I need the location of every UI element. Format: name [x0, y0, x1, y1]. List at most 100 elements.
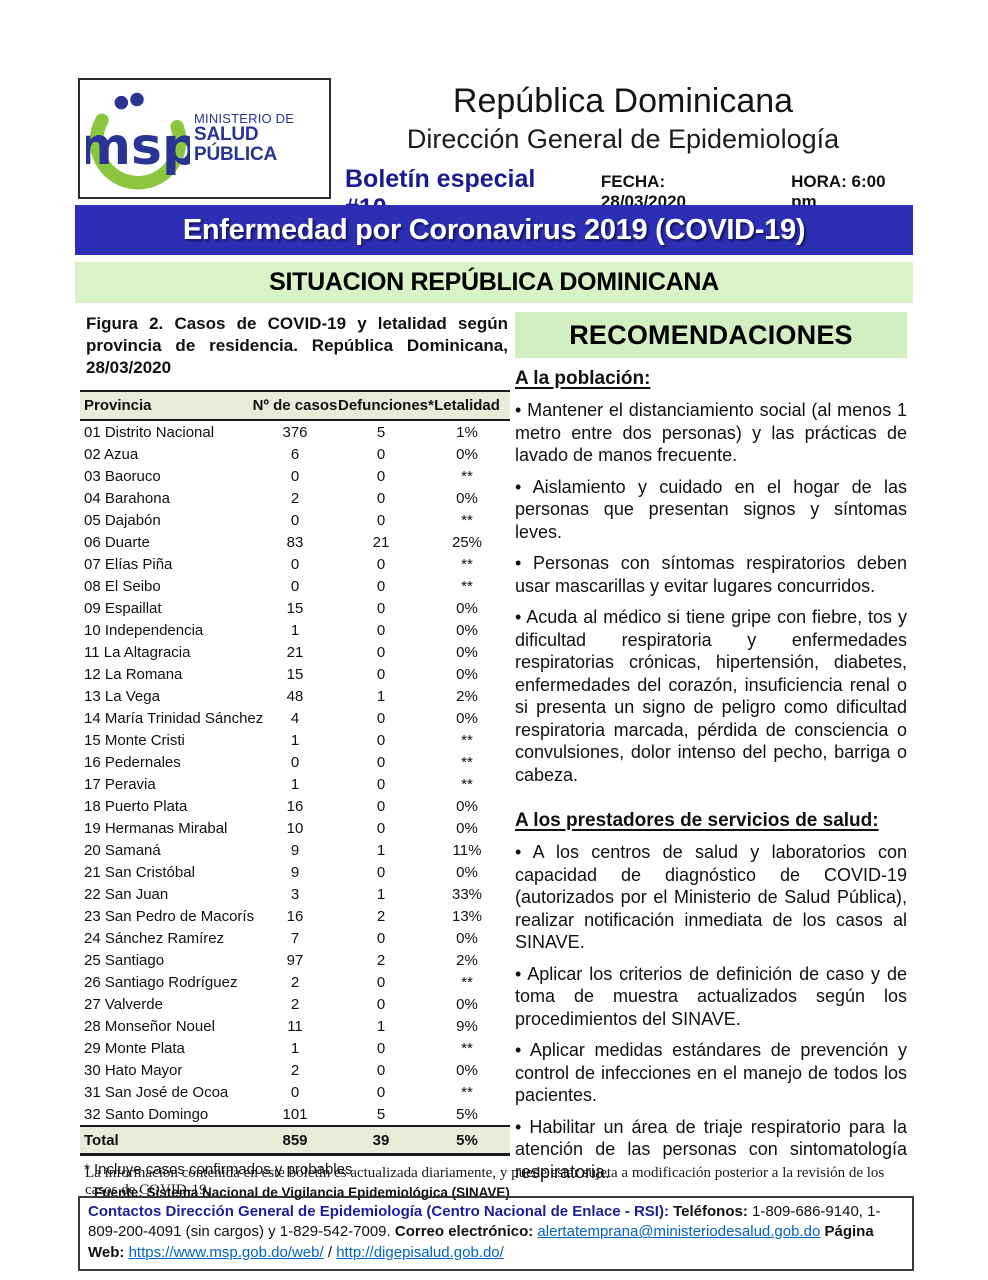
province-cell: 03 Baoruco	[84, 467, 161, 485]
table-row: 04 Barahona 2 0 0%	[80, 487, 510, 509]
section-heading: A los prestadores de servicios de salud:	[515, 810, 879, 831]
province-cell: 16 Pedernales	[84, 753, 181, 771]
table-total-row: Total 859 39 5%	[80, 1125, 510, 1156]
recommendation-item: • A los centros de salud y laboratorios …	[515, 842, 907, 952]
recommendation-item: • Mantener el distanciamiento social (al…	[515, 400, 907, 465]
table-row: 25 Santiago 97 2 2%	[80, 949, 510, 971]
link-separator: /	[327, 1243, 333, 1261]
value-cell: 0	[376, 863, 386, 881]
value-cell: 0	[376, 643, 386, 661]
recommendation-item: • Aislamiento y cuidado en el hogar de l…	[515, 476, 907, 542]
value-cell: 1	[376, 841, 386, 859]
website-link-msp[interactable]: https://www.msp.gob.do/web/	[128, 1243, 324, 1261]
ministry-name-line2: SALUD PÚBLICA	[194, 124, 278, 166]
value-cell: 0	[290, 1083, 300, 1101]
value-cell: 0	[376, 819, 386, 837]
situation-banner: SITUACION REPÚBLICA DOMINICANA	[75, 262, 913, 303]
table-row: 21 San Cristóbal 9 0 0%	[80, 861, 510, 883]
table-row: 01 Distrito Nacional 376 5 1%	[80, 420, 510, 443]
province-cell: 26 Santiago Rodríguez	[84, 973, 238, 991]
value-cell: 0	[376, 665, 386, 683]
disease-title-banner: Enfermedad por Coronavirus 2019 (COVID-1…	[75, 205, 913, 255]
province-cell: 30 Hato Mayor	[84, 1061, 183, 1079]
value-cell: 0%	[456, 1061, 478, 1079]
table-row: 03 Baoruco 0 0 **	[80, 465, 510, 487]
value-cell: 6	[290, 445, 300, 463]
msp-logo-icon: msp	[86, 92, 190, 189]
table-row: 07 Elías Piña 0 0 **	[80, 553, 510, 575]
value-cell: **	[461, 1083, 473, 1101]
province-cell: 12 La Romana	[84, 665, 183, 683]
province-cell: 15 Monte Cristi	[84, 731, 185, 749]
value-cell: 1	[290, 731, 300, 749]
table-row: 15 Monte Cristi 1 0 **	[80, 729, 510, 751]
province-cell: 07 Elías Piña	[84, 555, 173, 573]
table-row: 24 Sánchez Ramírez 7 0 0%	[80, 927, 510, 949]
recommendations-title: RECOMENDACIONES	[515, 312, 907, 358]
ministry-name-line1: MINISTERIO DE	[194, 110, 295, 126]
column-header-defunciones: Defunciones*	[338, 390, 434, 421]
value-cell: 11	[287, 1017, 303, 1035]
ministry-logo-box: msp MINISTERIO DE SALUD PÚBLICA	[78, 78, 331, 199]
value-cell: 0	[290, 753, 300, 771]
table-row: 16 Pedernales 0 0 **	[80, 751, 510, 773]
province-cell: 17 Peravia	[84, 775, 156, 793]
value-cell: 0%	[456, 489, 478, 507]
value-cell: 97	[286, 951, 304, 969]
value-cell: 0	[376, 555, 386, 573]
table-row: 08 El Seibo 0 0 **	[80, 575, 510, 597]
value-cell: 0	[376, 1061, 386, 1079]
value-cell: 5	[376, 1105, 386, 1123]
ministry-logo-text: MINISTERIO DE SALUD PÚBLICA	[194, 112, 329, 166]
department-title: Dirección General de Epidemiología	[406, 124, 840, 154]
table-header-row: Provincia Nº de casos Defunciones* Letal…	[80, 390, 510, 421]
recommendation-item: • Personas con síntomas respiratorios de…	[515, 553, 907, 596]
value-cell: 1	[376, 687, 386, 705]
province-cell: 11 La Altagracia	[84, 643, 191, 661]
value-cell: 0%	[456, 797, 478, 815]
value-cell: 3	[290, 885, 300, 903]
province-cell: 04 Barahona	[84, 489, 170, 507]
recommendation-item: • Acuda al médico si tiene gripe con fie…	[515, 607, 907, 785]
value-cell: 7	[290, 929, 300, 947]
province-table-body: 01 Distrito Nacional 376 5 1% 02 Azua 6 0 0% 03 …	[80, 420, 510, 1126]
value-cell: 0%	[456, 819, 478, 837]
value-cell: 0	[376, 467, 386, 485]
value-cell: 0	[376, 599, 386, 617]
svg-text:msp: msp	[86, 116, 190, 176]
province-cell: 27 Valverde	[84, 995, 163, 1013]
table-row: 13 La Vega 48 1 2%	[80, 685, 510, 707]
value-cell: 0%	[456, 599, 478, 617]
header-titles: República Dominicana Dirección General d…	[335, 82, 911, 155]
recommendation-item: • Habilitar un área de triaje respirator…	[515, 1116, 907, 1182]
value-cell: 1%	[456, 423, 478, 441]
value-cell: 0	[290, 511, 300, 529]
province-cell: 19 Hermanas Mirabal	[84, 819, 228, 837]
province-cell: 23 San Pedro de Macorís	[84, 907, 255, 925]
table-row: 26 Santiago Rodríguez 2 0 **	[80, 971, 510, 993]
value-cell: 16	[286, 797, 304, 815]
value-cell: 21	[372, 533, 390, 551]
province-cell: 01 Distrito Nacional	[84, 423, 215, 441]
value-cell: **	[461, 555, 473, 573]
value-cell: 15	[286, 665, 304, 683]
province-cell: 21 San Cristóbal	[84, 863, 195, 881]
province-cell: 28 Monseñor Nouel	[84, 1017, 215, 1035]
website-link-digepi[interactable]: http://digepisalud.gob.do/	[336, 1243, 504, 1261]
value-cell: 9	[290, 841, 300, 859]
value-cell: **	[461, 753, 473, 771]
value-cell: 9	[290, 863, 300, 881]
province-cell: 22 San Juan	[84, 885, 169, 903]
value-cell: 1	[376, 885, 386, 903]
value-cell: 0%	[456, 709, 478, 727]
phones-label: Teléfonos:	[673, 1203, 748, 1220]
value-cell: 0	[376, 1039, 386, 1057]
province-cell: 10 Independencia	[84, 621, 204, 639]
table-row: 17 Peravia 1 0 **	[80, 773, 510, 795]
value-cell: 0	[376, 511, 386, 529]
value-cell: 0	[376, 797, 386, 815]
email-link[interactable]: alertatemprana@ministeriodesalud.gob.do	[537, 1223, 821, 1241]
table-row: 19 Hermanas Mirabal 10 0 0%	[80, 817, 510, 839]
table-row: 30 Hato Mayor 2 0 0%	[80, 1059, 510, 1081]
table-row: 29 Monte Plata 1 0 **	[80, 1037, 510, 1059]
